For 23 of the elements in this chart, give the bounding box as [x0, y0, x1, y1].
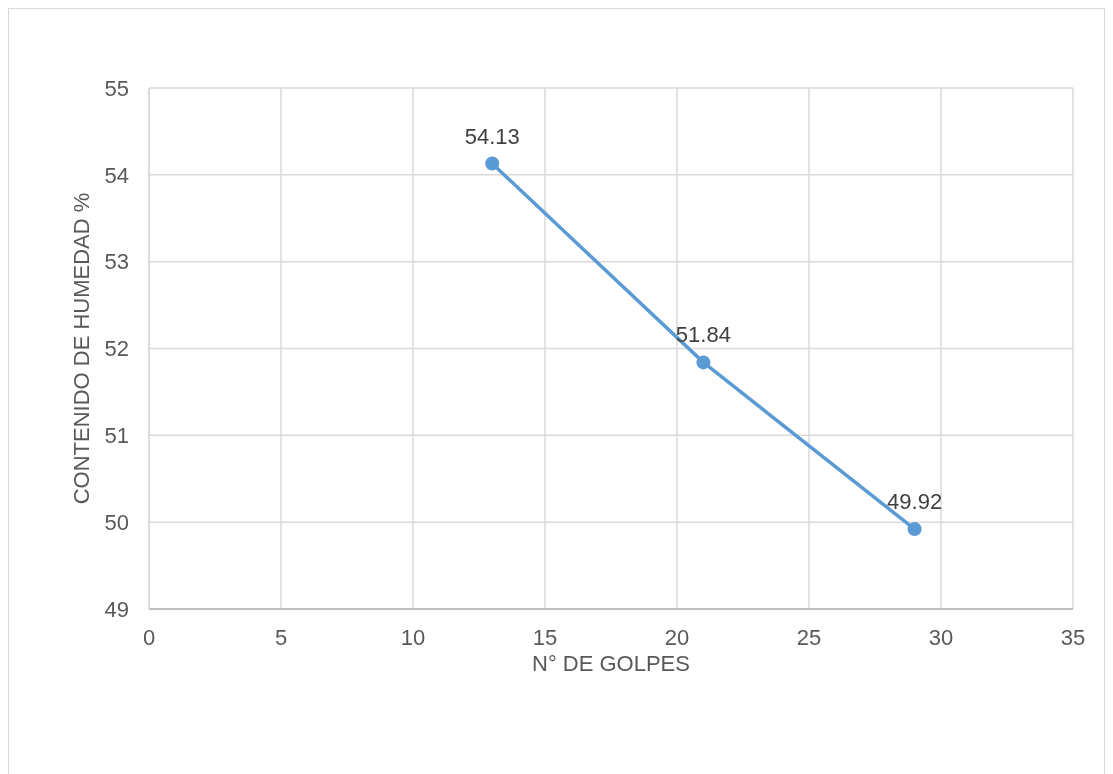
x-tick-label: 35: [1060, 624, 1086, 650]
y-tick-label: 50: [104, 509, 129, 535]
y-tick-label: 51: [104, 423, 129, 449]
data-label: 49.92: [887, 489, 943, 515]
x-axis-title: N° DE GOLPES: [532, 651, 690, 676]
x-tick-label: 20: [664, 624, 690, 650]
x-tick-label: 5: [274, 624, 288, 650]
data-label: 54.13: [464, 123, 520, 149]
y-tick-label: 49: [104, 596, 129, 622]
point: [696, 355, 711, 370]
x-tick-label: 15: [532, 624, 558, 650]
y-tick-label: 54: [104, 162, 129, 188]
x-tick-label: 0: [142, 624, 156, 650]
y-axis-title: CONTENIDO DE HUMEDAD %: [68, 192, 94, 505]
y-tick-label: 55: [104, 75, 129, 101]
point: [907, 522, 922, 537]
x-tick-label: 30: [928, 624, 954, 650]
x-tick-label: 25: [796, 624, 822, 650]
y-tick-label: 52: [104, 336, 129, 362]
data-label: 51.84: [675, 322, 731, 348]
point: [485, 156, 500, 171]
x-tick-label: 10: [400, 624, 426, 650]
y-tick-label: 53: [104, 249, 129, 275]
